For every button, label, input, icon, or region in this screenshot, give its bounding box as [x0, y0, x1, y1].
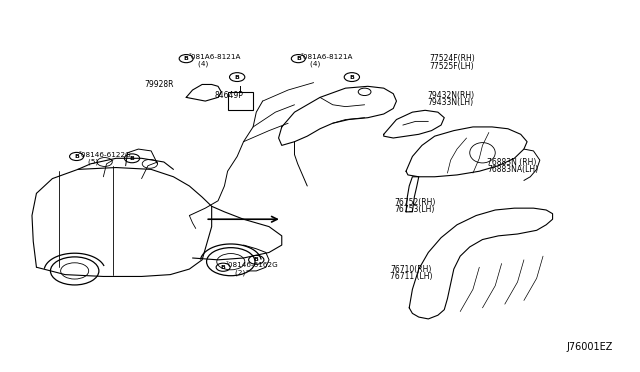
- Text: 76710(RH): 76710(RH): [390, 264, 431, 273]
- Text: B: B: [349, 74, 355, 80]
- Text: B: B: [235, 74, 239, 80]
- Text: ²08146-6162G
    (2): ²08146-6162G (2): [226, 262, 278, 276]
- Text: B: B: [74, 154, 79, 159]
- Text: ²08146-6122G
    (5): ²08146-6122G (5): [79, 151, 132, 165]
- Text: ²081A6-8121A
    (4): ²081A6-8121A (4): [189, 54, 241, 67]
- Text: 79432N(RH): 79432N(RH): [427, 91, 474, 100]
- Text: B: B: [129, 156, 134, 161]
- Text: 76883NA(LH): 76883NA(LH): [487, 165, 538, 174]
- Text: J76001EZ: J76001EZ: [567, 341, 613, 352]
- Text: 77524F(RH): 77524F(RH): [429, 54, 476, 63]
- Text: 76753(LH): 76753(LH): [394, 205, 435, 215]
- Text: B: B: [221, 265, 225, 270]
- Text: ²081A6-8121A
    (4): ²081A6-8121A (4): [301, 54, 353, 67]
- Text: B: B: [184, 56, 189, 61]
- Text: 79433N(LH): 79433N(LH): [427, 99, 473, 108]
- Text: 76752(RH): 76752(RH): [394, 198, 436, 207]
- Text: B: B: [296, 56, 301, 61]
- Text: 76711 (LH): 76711 (LH): [390, 272, 433, 281]
- Text: 76883N (RH): 76883N (RH): [487, 157, 536, 167]
- Text: B: B: [254, 257, 259, 262]
- Bar: [228, 92, 253, 110]
- Text: 79928R: 79928R: [145, 80, 174, 89]
- Text: 84649P: 84649P: [215, 91, 244, 100]
- Text: 77525F(LH): 77525F(LH): [429, 61, 474, 71]
